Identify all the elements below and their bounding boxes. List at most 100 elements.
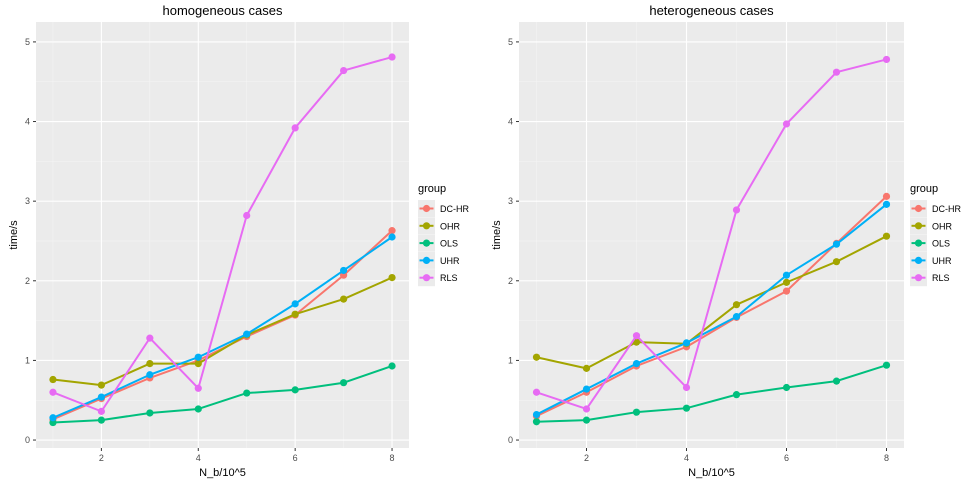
legend-label: UHR bbox=[932, 256, 952, 266]
legend-label: OHR bbox=[932, 221, 953, 231]
data-point bbox=[632, 359, 641, 368]
legend-item-OHR: OHR bbox=[910, 217, 953, 235]
series-OLS bbox=[49, 362, 396, 427]
legend-item-UHR: UHR bbox=[910, 251, 952, 269]
data-point bbox=[291, 124, 299, 132]
series-line bbox=[52, 276, 393, 387]
legend-item-OLS: OLS bbox=[418, 234, 458, 252]
data-point bbox=[732, 301, 741, 309]
y-tick-label: 0 bbox=[25, 435, 30, 445]
series-UHR bbox=[49, 233, 396, 422]
data-point bbox=[388, 227, 396, 235]
data-point bbox=[582, 405, 591, 413]
legend-item-DC-HR: DC-HR bbox=[910, 200, 961, 217]
data-point bbox=[97, 393, 105, 401]
legend-label: OHR bbox=[440, 221, 461, 231]
legend-item-RLS: RLS bbox=[418, 269, 458, 287]
series-line bbox=[536, 364, 887, 423]
series-line bbox=[536, 195, 888, 418]
x-tick-label: 6 bbox=[784, 453, 789, 463]
legend-item-OLS: OLS bbox=[910, 234, 950, 252]
data-point bbox=[146, 371, 154, 379]
data-point bbox=[882, 232, 891, 240]
legend: group DC-HR OHR OLS UHR RLS bbox=[910, 183, 961, 287]
legend-key-point bbox=[422, 274, 431, 282]
series-line bbox=[536, 203, 888, 416]
y-tick-label: 4 bbox=[508, 117, 513, 127]
x-tick-label: 2 bbox=[99, 453, 104, 463]
legend: group DC-HR OHR OLS UHR RLS bbox=[418, 183, 469, 287]
y-tick-label: 0 bbox=[508, 435, 513, 445]
data-point bbox=[832, 377, 841, 385]
legend-key-point bbox=[422, 256, 431, 264]
series-line bbox=[52, 236, 393, 419]
data-point bbox=[291, 386, 299, 394]
y-tick-label: 1 bbox=[508, 355, 513, 365]
data-point bbox=[832, 68, 841, 76]
data-point bbox=[97, 407, 105, 415]
legend-label: OLS bbox=[932, 239, 950, 249]
legend-key-point bbox=[422, 204, 431, 213]
legend-label: RLS bbox=[932, 273, 950, 283]
data-point bbox=[782, 383, 791, 392]
data-point bbox=[632, 338, 641, 346]
data-point bbox=[146, 409, 154, 417]
data-point bbox=[582, 416, 591, 424]
legend-key-point bbox=[914, 274, 923, 282]
x-axis-title: N_b/10^5 bbox=[199, 467, 246, 479]
series-UHR bbox=[532, 200, 891, 419]
y-tick-label: 2 bbox=[25, 276, 30, 286]
data-point bbox=[732, 391, 741, 399]
y-tick-label: 2 bbox=[508, 276, 513, 286]
legend-key-point bbox=[914, 222, 923, 230]
data-point bbox=[388, 53, 396, 61]
data-point bbox=[194, 384, 202, 392]
data-point bbox=[146, 359, 154, 368]
x-tick-label: 4 bbox=[684, 453, 689, 463]
y-axis-title: time/s bbox=[491, 220, 503, 250]
plot-panel bbox=[36, 22, 409, 448]
legend-label: RLS bbox=[440, 273, 458, 283]
data-point bbox=[832, 258, 841, 266]
series-line bbox=[52, 365, 393, 424]
legend-label: OLS bbox=[440, 239, 458, 249]
data-point bbox=[582, 385, 591, 393]
series-RLS bbox=[49, 53, 396, 415]
data-point bbox=[882, 200, 891, 208]
data-point bbox=[340, 66, 348, 75]
data-point bbox=[340, 266, 348, 275]
series-line bbox=[536, 58, 887, 410]
data-point bbox=[882, 192, 891, 200]
data-point bbox=[49, 375, 57, 384]
y-tick-label: 5 bbox=[25, 37, 30, 47]
data-point bbox=[532, 353, 541, 361]
legend-key-point bbox=[914, 204, 923, 213]
y-tick-label: 1 bbox=[25, 355, 30, 365]
data-point bbox=[97, 416, 105, 424]
data-point bbox=[782, 287, 791, 295]
series-RLS bbox=[532, 55, 891, 413]
plot-panel bbox=[519, 22, 904, 448]
data-point bbox=[682, 404, 691, 412]
data-point bbox=[732, 206, 741, 214]
legend-item-DC-HR: DC-HR bbox=[418, 200, 469, 217]
data-point bbox=[632, 332, 641, 340]
data-point bbox=[388, 362, 396, 370]
chart-1: 2 4 6 8 0 1 2 3 4 5 homogeneous cases N_b/10^5 time/… bbox=[8, 3, 469, 479]
chart-title: homogeneous cases bbox=[163, 3, 283, 18]
data-point bbox=[532, 388, 541, 396]
data-point bbox=[194, 405, 202, 413]
data-point bbox=[194, 353, 202, 361]
data-point bbox=[782, 120, 791, 128]
legend-title: group bbox=[418, 183, 446, 195]
series-OHR bbox=[49, 274, 396, 389]
data-point bbox=[532, 410, 541, 419]
data-point bbox=[146, 334, 154, 342]
data-point bbox=[782, 278, 791, 286]
data-point bbox=[732, 313, 741, 321]
legend-title: group bbox=[910, 183, 938, 195]
y-tick-label: 5 bbox=[508, 37, 513, 47]
y-tick-label: 3 bbox=[25, 196, 30, 206]
